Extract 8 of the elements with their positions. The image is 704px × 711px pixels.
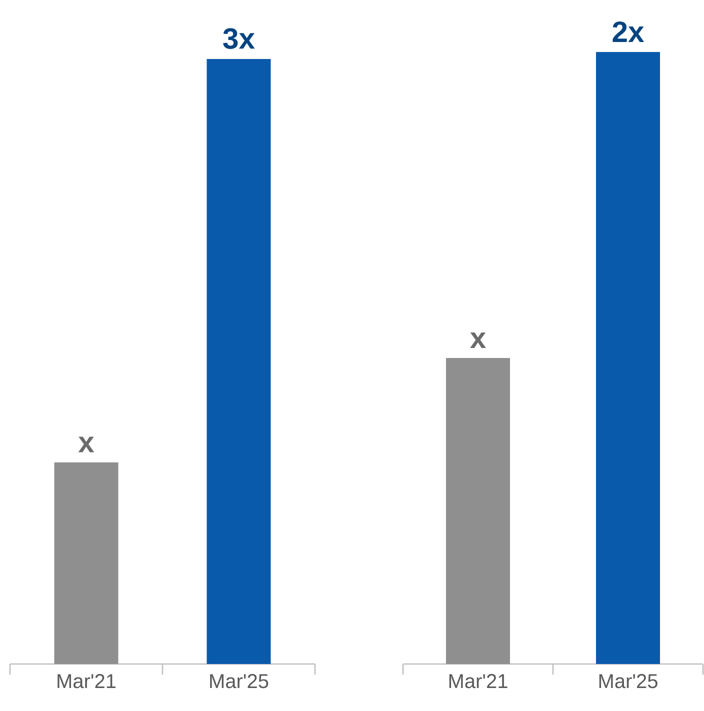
data-label: 2x: [612, 21, 644, 42]
data-label: x: [78, 436, 94, 452]
x-tick-label: Mar'25: [210, 674, 268, 688]
x-tick-label: Mar'21: [449, 674, 508, 688]
x-tick-label: Mar'21: [58, 674, 116, 688]
x-tick-label: Mar'25: [599, 674, 658, 688]
data-label: 3x: [223, 28, 255, 49]
data-label: x: [470, 332, 486, 348]
